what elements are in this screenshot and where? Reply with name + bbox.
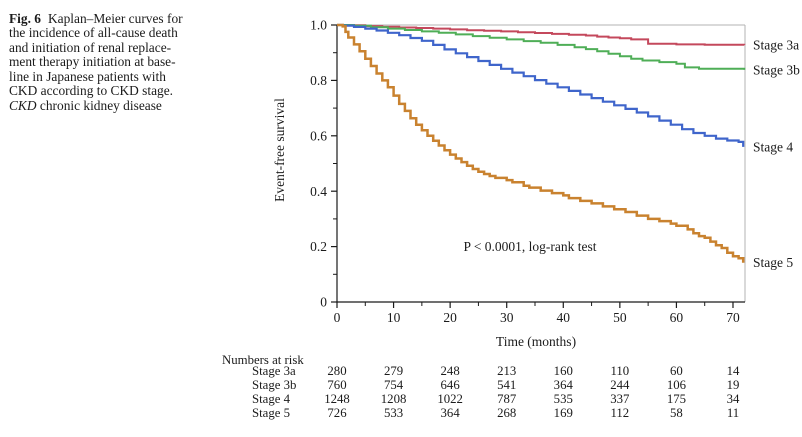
series-label-stage-3a: Stage 3a	[753, 37, 799, 52]
risk-value: 533	[384, 406, 403, 420]
series-labels: Stage 3a Stage 3b Stage 4 Stage 5	[753, 37, 800, 270]
risk-value: 726	[327, 406, 347, 420]
x-tick-label: 60	[670, 310, 684, 325]
series-label-stage-5: Stage 5	[753, 255, 793, 270]
risk-value: 248	[441, 364, 460, 378]
caption-abbrev: CKD	[9, 97, 37, 113]
risk-value: 364	[554, 378, 574, 392]
y-axis-title: Event-free survival	[272, 98, 287, 202]
risk-value: 14	[727, 364, 740, 378]
risk-value: 754	[384, 378, 404, 392]
risk-value: 244	[610, 378, 630, 392]
km-curve-stage-4	[337, 23, 745, 147]
risk-table: Stage 3a 280 279 248 213 160 110 60 14 Stage 3b 76…	[252, 364, 740, 420]
risk-row-label: Stage 3b	[252, 378, 296, 392]
risk-value: 112	[610, 406, 629, 420]
risk-value: 1248	[324, 392, 350, 406]
risk-value: 337	[610, 392, 630, 406]
y-tick-label: 0.8	[310, 73, 327, 88]
risk-value: 110	[610, 364, 629, 378]
risk-row-label: Stage 3a	[252, 364, 296, 378]
risk-value: 169	[554, 406, 573, 420]
risk-value: 280	[327, 364, 346, 378]
series-label-stage-3b: Stage 3b	[753, 62, 800, 77]
caption-text: Kaplan–Meier curves for	[48, 11, 183, 26]
caption-line: Fig. 6 Kaplan–Meier curves for	[9, 11, 271, 26]
caption-line: line in Japanese patients with	[9, 68, 166, 84]
risk-value: 213	[497, 364, 516, 378]
risk-value: 268	[497, 406, 516, 420]
caption-line: the incidence of all-cause death	[9, 25, 178, 41]
risk-value: 760	[327, 378, 346, 392]
caption-abbrev-line: CKD chronic kidney disease	[9, 97, 271, 113]
x-tick-label: 10	[387, 310, 401, 325]
risk-value: 58	[670, 406, 683, 420]
x-tick-label: 50	[613, 310, 627, 325]
risk-value: 541	[497, 378, 516, 392]
risk-value: 279	[384, 364, 403, 378]
km-curve-stage-3b	[337, 24, 746, 70]
risk-value: 11	[727, 406, 739, 420]
caption-line: and initiation of renal replace-	[9, 39, 172, 55]
caption-line: ment therapy initiation at base-	[9, 54, 176, 70]
km-curve-stage-3a	[337, 24, 746, 46]
caption-line: CKD according to CKD stage.	[9, 83, 174, 99]
km-curve-stage-5	[337, 23, 745, 263]
risk-row-label: Stage 4	[252, 392, 291, 406]
plot-frame	[337, 24, 746, 302]
y-tick-label: 1.0	[310, 18, 327, 33]
risk-value: 535	[554, 392, 573, 406]
risk-value: 1022	[437, 392, 463, 406]
series-label-stage-4: Stage 4	[753, 139, 793, 154]
risk-value: 1208	[381, 392, 407, 406]
x-tick-label: 70	[726, 310, 740, 325]
x-tick-label: 0	[334, 310, 341, 325]
risk-value: 787	[497, 392, 517, 406]
risk-row-label: Stage 5	[252, 406, 290, 420]
figure-label: Fig. 6	[9, 11, 41, 26]
y-tick-label: 0.6	[310, 128, 327, 143]
caption-abbrev-definition: chronic kidney disease	[36, 97, 162, 113]
x-tick-label: 20	[443, 310, 457, 325]
axes: 0 0.2 0.4 0.6 0.8 1.0 0 10 20 30 40 50 60 70	[310, 18, 745, 325]
risk-value: 175	[667, 392, 686, 406]
y-tick-label: 0	[320, 295, 327, 310]
survival-curves	[337, 23, 746, 263]
risk-value: 34	[727, 392, 740, 406]
risk-table-title: Numbers at risk	[222, 353, 304, 367]
x-tick-label: 30	[500, 310, 514, 325]
risk-value: 364	[441, 406, 461, 420]
y-tick-label: 0.2	[310, 239, 327, 254]
risk-value: 646	[441, 378, 461, 392]
y-tick-label: 0.4	[310, 184, 327, 199]
risk-value: 106	[667, 378, 687, 392]
x-tick-label: 40	[557, 310, 571, 325]
risk-value: 19	[727, 378, 740, 392]
pvalue-annotation: P < 0.0001, log-rank test	[463, 239, 596, 254]
figure-caption: Fig. 6 Kaplan–Meier curves for the incide…	[9, 11, 271, 113]
x-axis-title: Time (months)	[496, 334, 576, 349]
risk-value: 160	[554, 364, 573, 378]
risk-value: 60	[670, 364, 683, 378]
